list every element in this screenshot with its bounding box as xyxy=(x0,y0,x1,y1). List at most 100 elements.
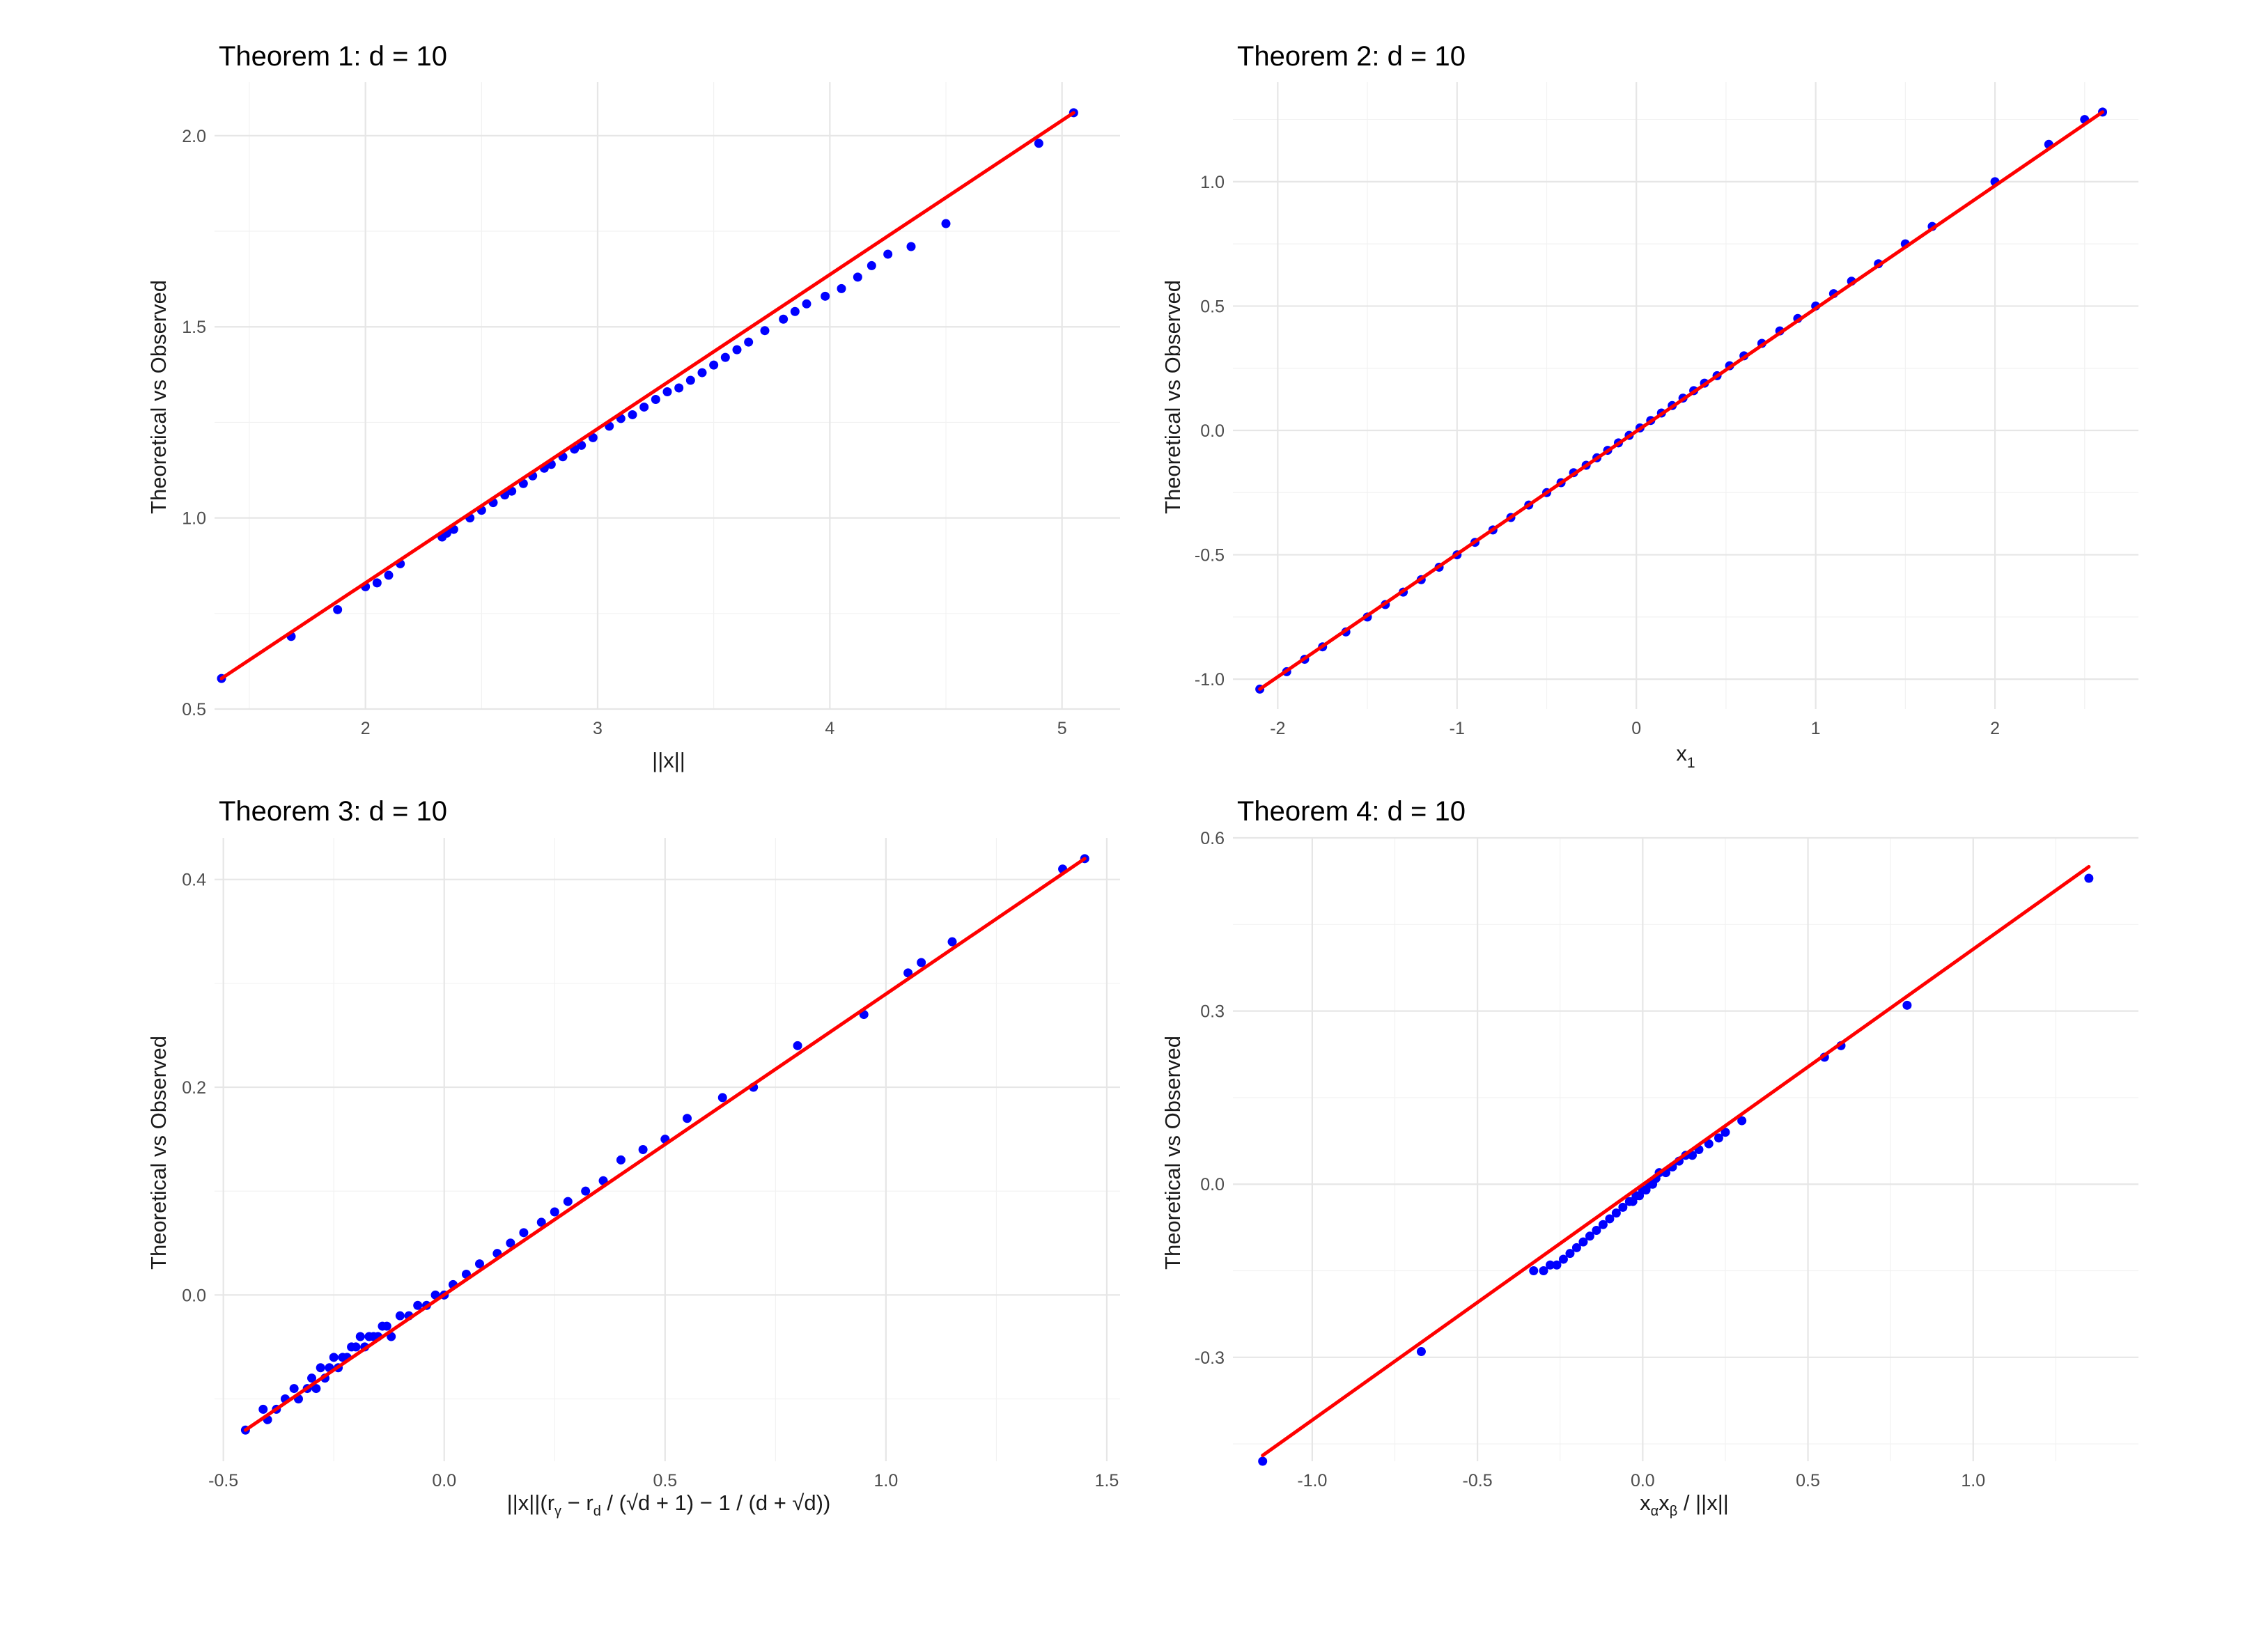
data-point xyxy=(536,1217,546,1227)
data-point xyxy=(697,368,707,377)
chart-title: Theorem 3: d = 10 xyxy=(219,796,447,827)
data-point xyxy=(628,410,637,419)
x-label-part: ||x||(r xyxy=(507,1490,554,1515)
data-point xyxy=(355,1332,365,1341)
data-point xyxy=(1545,1260,1555,1270)
data-point xyxy=(1558,1254,1568,1264)
x-axis-label: xαxβ / ||x|| xyxy=(1640,1490,1729,1519)
y-tick-label: 1.0 xyxy=(1200,173,1225,192)
data-point xyxy=(563,1197,573,1206)
x-label-subscript: α xyxy=(1651,1504,1659,1519)
x-label-subscript: γ xyxy=(554,1504,561,1519)
data-point xyxy=(802,299,811,309)
x-label-part: x xyxy=(1640,1490,1651,1515)
data-point xyxy=(790,306,800,316)
plot-content: -0.5 0.0 0.5 1.0 1.5 0.0 0.2 0.4 xyxy=(182,854,1119,1490)
y-tick-label: 1.5 xyxy=(182,318,206,337)
data-point xyxy=(867,260,876,270)
fit-line xyxy=(1261,864,2091,1458)
data-point xyxy=(1416,1347,1426,1357)
y-tick-label: 0.0 xyxy=(1200,421,1225,441)
data-point xyxy=(351,1342,361,1352)
data-point xyxy=(316,1363,325,1373)
data-point xyxy=(382,1321,391,1331)
data-point xyxy=(779,314,789,324)
data-point xyxy=(917,958,926,967)
data-point xyxy=(311,1384,321,1394)
data-point xyxy=(1529,1266,1539,1276)
data-point xyxy=(413,1300,423,1310)
x-tick-label: 1.0 xyxy=(1961,1471,1985,1490)
x-label-part: / (√d + 1) − 1 / (d + √d)) xyxy=(601,1490,831,1515)
y-tick-label: -0.5 xyxy=(1195,546,1225,566)
x-tick-label: 0.0 xyxy=(432,1471,456,1490)
grid xyxy=(1233,836,2138,1461)
y-axis-label: Theoretical vs Observed xyxy=(146,1036,171,1270)
x-label-subscript: d xyxy=(593,1504,601,1519)
data-point xyxy=(474,1259,484,1269)
data-point xyxy=(1721,1128,1730,1137)
data-point xyxy=(1592,1226,1601,1236)
data-point xyxy=(793,1041,802,1050)
data-point xyxy=(1258,1456,1268,1466)
chart-title: Theorem 2: d = 10 xyxy=(1237,41,1466,72)
grid xyxy=(215,838,1120,1461)
data-point xyxy=(853,272,862,282)
x-tick-label: 2 xyxy=(361,719,371,738)
y-axis-label: Theoretical vs Observed xyxy=(1160,280,1185,514)
x-axis-label: x1 xyxy=(1676,741,1695,771)
y-tick-label: 0.3 xyxy=(1200,1002,1225,1022)
data-point xyxy=(760,326,770,336)
data-point xyxy=(1605,1214,1615,1224)
x-label-part: − r xyxy=(561,1490,593,1515)
grid xyxy=(215,82,1120,710)
data-point xyxy=(1565,1249,1575,1259)
x-label-subscript: β xyxy=(1670,1504,1678,1519)
chart-title: Theorem 1: d = 10 xyxy=(219,41,447,72)
x-axis-label: ||x|| xyxy=(652,748,685,772)
data-point xyxy=(1034,139,1043,148)
x-label-part: / ||x|| xyxy=(1677,1490,1729,1515)
plot-content: -1.0 -0.5 0.0 0.5 1.0 -0.3 0.0 0.3 0.6 xyxy=(1195,829,2094,1490)
y-tick-label: 0.2 xyxy=(182,1078,206,1098)
y-axis-label: Theoretical vs Observed xyxy=(1160,1036,1185,1270)
data-point xyxy=(720,352,730,362)
data-point xyxy=(1585,1231,1594,1241)
x-axis-label: ||x||(rγ − rd / (√d + 1) − 1 / (d + √d)) xyxy=(507,1490,831,1519)
data-point xyxy=(638,1145,648,1154)
x-tick-label: 2 xyxy=(1990,719,2000,738)
data-point xyxy=(1571,1243,1581,1252)
x-tick-label: 5 xyxy=(1057,719,1067,738)
data-point xyxy=(651,394,660,404)
data-point xyxy=(639,402,649,412)
panel-theorem-2: -2 -1 0 1 2 -1.0 -0.5 0.0 0.5 1.0 Theorem 2: d = … xyxy=(1160,41,2138,771)
data-point xyxy=(384,570,394,580)
data-point xyxy=(1902,1000,1912,1010)
y-tick-label: 2.0 xyxy=(182,127,206,146)
data-point xyxy=(1618,1202,1628,1212)
x-tick-label: 1 xyxy=(1811,719,1821,738)
data-point xyxy=(1611,1208,1621,1218)
fit-line xyxy=(1258,110,2105,691)
x-tick-label: -0.5 xyxy=(1463,1471,1493,1490)
data-point xyxy=(674,383,684,393)
data-point xyxy=(550,1207,559,1217)
data-point xyxy=(289,1384,299,1394)
x-axis-label-subscript: 1 xyxy=(1687,755,1695,771)
y-tick-label: 0.5 xyxy=(1200,297,1225,316)
data-point xyxy=(903,968,913,978)
data-point xyxy=(906,242,916,251)
data-point xyxy=(616,1155,626,1165)
panel-theorem-3: -0.5 0.0 0.5 1.0 1.5 0.0 0.2 0.4 Theorem 3: d =… xyxy=(146,796,1120,1519)
plot-content: -2 -1 0 1 2 -1.0 -0.5 0.0 0.5 1.0 xyxy=(1195,107,2108,738)
data-point xyxy=(717,1093,727,1103)
y-tick-label: 0.6 xyxy=(1200,829,1225,848)
x-tick-label: -0.5 xyxy=(208,1471,238,1490)
plot-content: 2 3 4 5 0.5 1.0 1.5 2.0 xyxy=(182,108,1078,738)
panel-theorem-1: 2 3 4 5 0.5 1.0 1.5 2.0 Theorem 1: d = 10 ||x||… xyxy=(146,41,1120,772)
data-point xyxy=(883,249,893,259)
y-tick-label: 0.4 xyxy=(182,871,206,890)
x-label-part: x xyxy=(1659,1490,1670,1515)
data-point xyxy=(333,605,343,614)
